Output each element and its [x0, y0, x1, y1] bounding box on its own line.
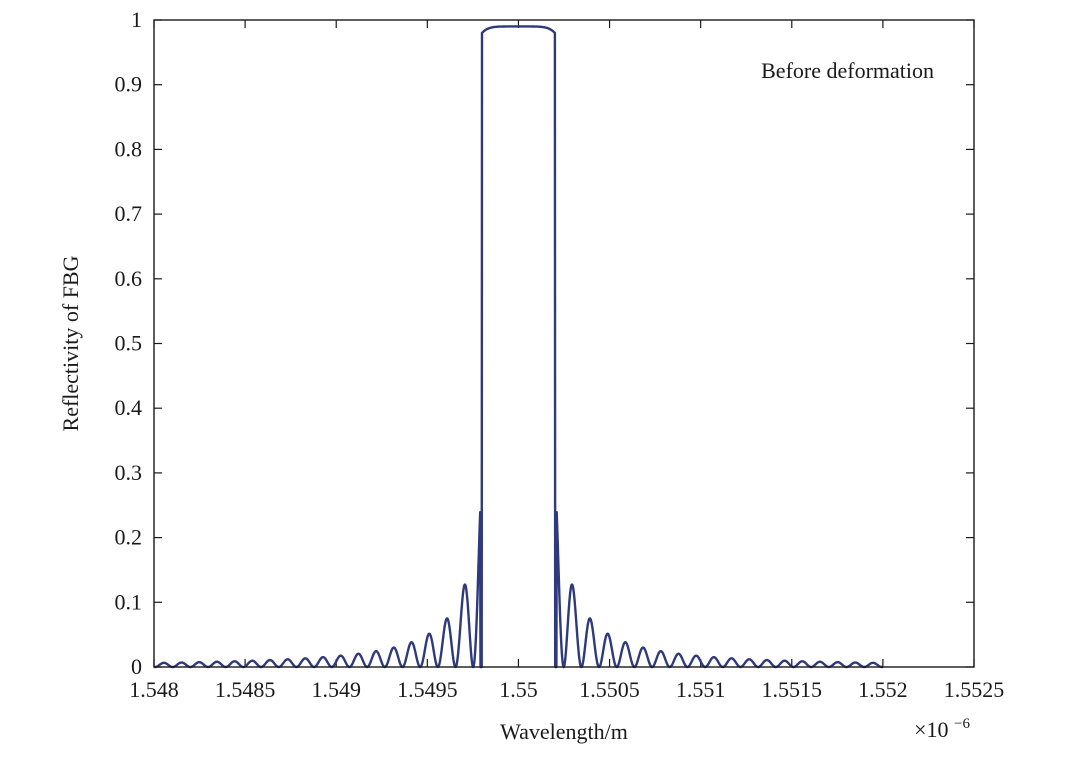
x-axis-exponent: ×10 −6 — [914, 716, 970, 742]
x-tick-label: 1.55 — [499, 677, 538, 702]
y-tick-label: 0.9 — [115, 72, 143, 97]
y-tick-label: 0.1 — [115, 589, 143, 614]
x-tick-label: 1.548 — [129, 677, 179, 702]
x-tick-label: 1.552 — [858, 677, 908, 702]
y-axis-ticks: 0 0.1 0.2 0.3 0.4 0.5 0.6 0.7 0.8 0.9 1 — [115, 7, 974, 679]
y-tick-label: 0 — [131, 654, 142, 679]
x-axis-ticks: 1.548 1.5485 1.549 1.5495 1.55 1.5505 1.551 1.5… — [129, 20, 1004, 702]
y-tick-label: 1 — [131, 7, 142, 32]
x-axis-exponent-base: ×10 — [914, 717, 948, 742]
series-line-before-deformation — [153, 25, 884, 669]
x-axis-label: Wavelength/m — [500, 719, 628, 744]
y-tick-label: 0.4 — [115, 395, 143, 420]
plot-frame — [153, 19, 975, 668]
x-tick-label: 1.5495 — [397, 677, 458, 702]
x-tick-label: 1.551 — [676, 677, 726, 702]
y-axis-label: Reflectivity of FBG — [58, 255, 83, 431]
y-tick-label: 0.5 — [115, 331, 143, 356]
x-axis-exponent-power: −6 — [954, 716, 970, 732]
y-tick-label: 0.2 — [115, 525, 143, 550]
x-tick-label: 1.5505 — [579, 677, 640, 702]
x-tick-label: 1.5485 — [215, 677, 276, 702]
y-tick-label: 0.7 — [115, 201, 143, 226]
y-tick-label: 0.6 — [115, 266, 143, 291]
x-tick-label: 1.5525 — [944, 677, 1005, 702]
x-tick-label: 1.549 — [311, 677, 361, 702]
y-tick-label: 0.8 — [115, 136, 143, 161]
x-tick-label: 1.5515 — [762, 677, 823, 702]
y-tick-label: 0.3 — [115, 460, 143, 485]
legend-label: Before deformation — [761, 58, 934, 83]
